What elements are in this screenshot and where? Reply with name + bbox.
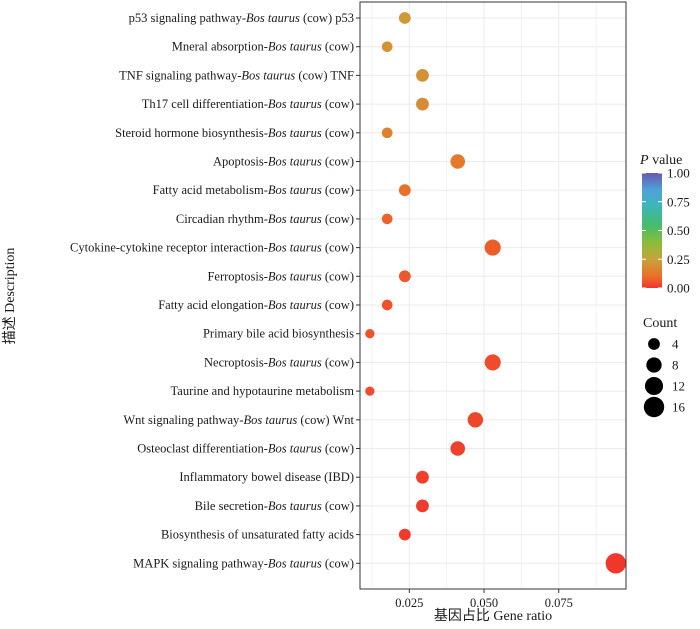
x-tick-label: 0.050 [470, 596, 498, 610]
pathway-dots [365, 12, 627, 574]
x-tick-label: 0.025 [395, 596, 423, 610]
count-legend-label: 4 [672, 337, 679, 352]
colorbar-tick-label: 0.50 [667, 223, 690, 238]
pathway-label: Bile secretion-Bos taurus (cow) [195, 499, 354, 513]
pathway-dot [365, 386, 375, 396]
pathway-dot [381, 213, 393, 225]
pathway-label: Ferroptosis-Bos taurus (cow) [207, 269, 354, 283]
count-legend-label: 16 [672, 400, 686, 415]
pathway-label: MAPK signaling pathway-Bos taurus (cow) [133, 556, 354, 570]
colorbar-tick-label: 0.00 [667, 281, 690, 296]
pathway-dot [484, 354, 501, 371]
pathway-label: Mneral absorption-Bos taurus (cow) [172, 40, 354, 54]
pathway-label: Osteoclast differentiation-Bos taurus (c… [137, 442, 354, 456]
pathway-label: Apoptosis-Bos taurus (cow) [213, 155, 354, 169]
pathway-label: Necroptosis-Bos taurus (cow) [204, 355, 354, 369]
p-value-ticks: 1.00 0.75 0.50 0.25 0.00 [642, 166, 690, 296]
count-legend-label: 12 [672, 379, 685, 394]
pathway-dot [450, 441, 466, 456]
colorbar-tick-label: 0.75 [667, 194, 690, 209]
pathway-dot [381, 41, 393, 53]
p-value-legend: P value 1.00 0.75 0.50 0.25 0.00 [639, 153, 690, 296]
pathway-dot [398, 12, 411, 24]
pathway-dot [398, 528, 411, 541]
pathway-label: Fatty acid metabolism-Bos taurus (cow) [153, 183, 354, 197]
pathway-dot [398, 184, 411, 197]
gridlines [360, 2, 626, 589]
p-value-colorbar [642, 173, 662, 288]
pathway-label: Primary bile acid biosynthesis [203, 327, 354, 341]
count-legend-dot [644, 376, 664, 396]
pathway-label: Biosynthesis of unsaturated fatty acids [161, 528, 354, 542]
pathway-dot [416, 68, 429, 82]
plot-frame [359, 1, 627, 590]
pathway-label: Inflammatory bowel disease (IBD) [179, 470, 354, 484]
colorbar-tick-label: 0.25 [667, 252, 690, 267]
count-legend-title: Count [643, 316, 677, 331]
pathway-dot [450, 154, 466, 169]
pathway-dot [416, 97, 429, 111]
y-tick-labels: p53 signaling pathway-Bos taurus (cow) p… [70, 11, 360, 570]
pathway-dot [467, 412, 484, 428]
count-legend-items: 4 8 12 16 [643, 337, 686, 418]
count-legend-dot [646, 357, 662, 373]
y-axis-title: 描述 Description [2, 248, 18, 345]
pathway-label: Steroid hormone biosynthesis-Bos taurus … [115, 126, 354, 140]
x-axis-title: 基因占比 Gene ratio [434, 607, 552, 624]
pathway-dot [365, 329, 375, 339]
pathway-label: Wnt signaling pathway-Bos taurus (cow) W… [123, 413, 354, 427]
pathway-dot [416, 470, 429, 484]
pathway-dot [381, 127, 393, 139]
colorbar-tick-label: 1.00 [667, 166, 690, 181]
pathway-label: p53 signaling pathway-Bos taurus (cow) p… [129, 11, 354, 25]
pathway-label: Fatty acid elongation-Bos taurus (cow) [158, 298, 354, 312]
pathway-label: Taurine and hypotaurine metabolism [171, 384, 355, 398]
count-legend-dot [643, 396, 665, 418]
x-tick-label: 0.075 [545, 596, 573, 610]
pathway-dot [605, 553, 627, 574]
x-tick-labels: 0.025 0.050 0.075 [395, 589, 573, 610]
count-legend-label: 8 [672, 358, 679, 373]
pathway-label: Circadian rhythm-Bos taurus (cow) [176, 212, 354, 226]
pathway-dot [484, 239, 501, 256]
count-legend: Count 4 8 12 16 [643, 316, 686, 418]
pathway-dot [381, 299, 393, 311]
count-legend-dot [648, 338, 660, 350]
pathway-dot [416, 499, 429, 513]
pathway-dot [398, 270, 411, 283]
pathway-label: TNF signaling pathway-Bos taurus (cow) T… [119, 68, 354, 82]
pathway-label: Th17 cell differentiation-Bos taurus (co… [142, 97, 354, 111]
p-value-legend-title: P value [639, 153, 682, 168]
pathway-label: Cytokine-cytokine receptor interaction-B… [70, 241, 354, 255]
